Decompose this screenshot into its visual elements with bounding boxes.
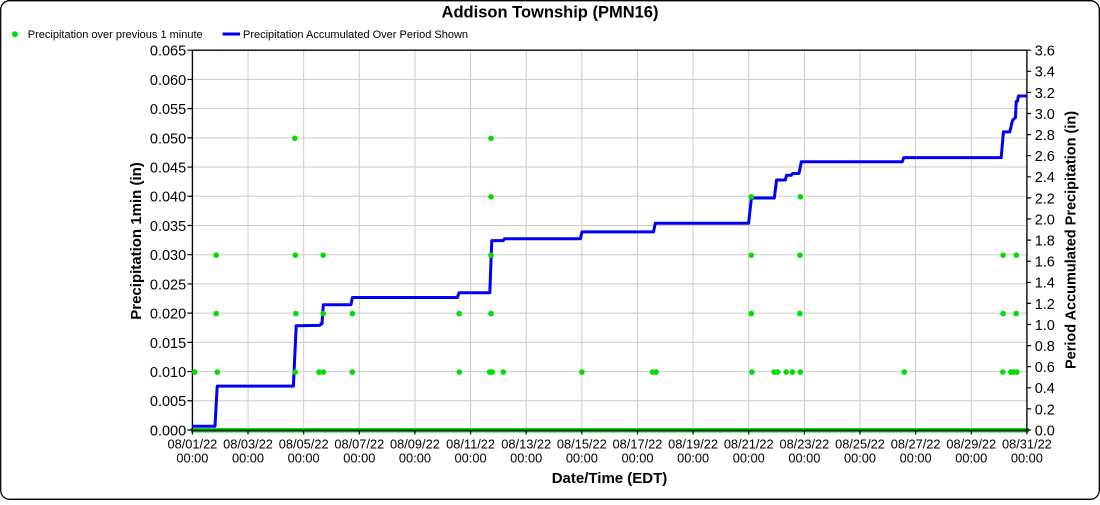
svg-text:1.8: 1.8 [1035, 234, 1055, 250]
svg-text:2.4: 2.4 [1035, 170, 1055, 186]
svg-text:2.0: 2.0 [1035, 212, 1055, 228]
svg-text:00:00: 00:00 [510, 451, 542, 466]
svg-text:Period Accumulated Precipitati: Period Accumulated Precipitation (in) [1063, 111, 1079, 369]
svg-text:08/27/22: 08/27/22 [891, 436, 941, 451]
svg-text:3.4: 3.4 [1035, 65, 1055, 81]
svg-text:00:00: 00:00 [288, 451, 320, 466]
svg-text:0.030: 0.030 [150, 248, 186, 264]
svg-text:00:00: 00:00 [621, 451, 653, 466]
svg-text:Precipitation Accumulated Over: Precipitation Accumulated Over Period Sh… [243, 29, 468, 41]
svg-text:08/03/22: 08/03/22 [223, 436, 273, 451]
svg-text:0.4: 0.4 [1035, 381, 1055, 397]
svg-text:00:00: 00:00 [232, 451, 264, 466]
svg-text:08/15/22: 08/15/22 [557, 436, 607, 451]
svg-text:1.0: 1.0 [1035, 318, 1055, 334]
svg-text:00:00: 00:00 [733, 451, 765, 466]
svg-text:1.6: 1.6 [1035, 255, 1055, 271]
svg-text:3.2: 3.2 [1035, 86, 1055, 102]
svg-text:00:00: 00:00 [176, 451, 208, 466]
svg-text:00:00: 00:00 [1011, 451, 1043, 466]
svg-text:0.050: 0.050 [150, 131, 186, 147]
svg-text:08/23/22: 08/23/22 [779, 436, 829, 451]
svg-text:2.8: 2.8 [1035, 128, 1055, 144]
svg-text:0.010: 0.010 [150, 365, 186, 381]
svg-text:00:00: 00:00 [677, 451, 709, 466]
svg-text:08/11/22: 08/11/22 [446, 436, 495, 451]
svg-text:0.005: 0.005 [150, 394, 186, 410]
svg-text:0.035: 0.035 [150, 219, 186, 235]
svg-text:0.065: 0.065 [150, 44, 186, 60]
svg-text:00:00: 00:00 [788, 451, 820, 466]
svg-text:Date/Time (EDT): Date/Time (EDT) [552, 470, 668, 487]
svg-text:08/21/22: 08/21/22 [724, 436, 774, 451]
svg-text:0.060: 0.060 [150, 73, 186, 89]
svg-text:2.2: 2.2 [1035, 191, 1055, 207]
svg-text:0.8: 0.8 [1035, 339, 1055, 355]
svg-text:Precipitation 1min (in): Precipitation 1min (in) [128, 162, 145, 320]
svg-text:08/29/22: 08/29/22 [946, 436, 996, 451]
svg-text:00:00: 00:00 [399, 451, 431, 466]
svg-text:0.6: 0.6 [1035, 360, 1055, 376]
svg-text:0.015: 0.015 [150, 336, 186, 352]
svg-text:0.020: 0.020 [150, 307, 186, 323]
svg-text:0.040: 0.040 [150, 190, 186, 206]
svg-text:0.000: 0.000 [150, 423, 186, 439]
svg-text:08/31/22: 08/31/22 [1002, 436, 1052, 451]
svg-text:1.2: 1.2 [1035, 297, 1055, 313]
svg-text:08/19/22: 08/19/22 [668, 436, 718, 451]
svg-text:0.045: 0.045 [150, 160, 186, 176]
svg-text:0.2: 0.2 [1035, 402, 1055, 418]
svg-text:08/13/22: 08/13/22 [501, 436, 551, 451]
svg-text:3.6: 3.6 [1035, 44, 1055, 60]
svg-text:0.055: 0.055 [150, 102, 186, 118]
svg-text:00:00: 00:00 [955, 451, 987, 466]
svg-text:Addison Township (PMN16): Addison Township (PMN16) [442, 4, 659, 22]
svg-text:08/01/22: 08/01/22 [167, 436, 217, 451]
svg-text:0.025: 0.025 [150, 277, 186, 293]
svg-text:00:00: 00:00 [566, 451, 598, 466]
svg-text:2.6: 2.6 [1035, 149, 1055, 165]
svg-text:Precipitation over previous 1: Precipitation over previous 1 minute [28, 29, 203, 41]
svg-text:08/17/22: 08/17/22 [613, 436, 663, 451]
svg-text:00:00: 00:00 [343, 451, 375, 466]
svg-text:00:00: 00:00 [900, 451, 932, 466]
svg-text:00:00: 00:00 [844, 451, 876, 466]
svg-text:08/09/22: 08/09/22 [390, 436, 440, 451]
svg-text:08/05/22: 08/05/22 [279, 436, 329, 451]
svg-text:0.0: 0.0 [1035, 423, 1055, 439]
svg-text:00:00: 00:00 [455, 451, 487, 466]
svg-text:08/25/22: 08/25/22 [835, 436, 885, 451]
svg-text:1.4: 1.4 [1035, 276, 1055, 292]
svg-text:3.0: 3.0 [1035, 107, 1055, 123]
svg-text:08/07/22: 08/07/22 [334, 436, 384, 451]
